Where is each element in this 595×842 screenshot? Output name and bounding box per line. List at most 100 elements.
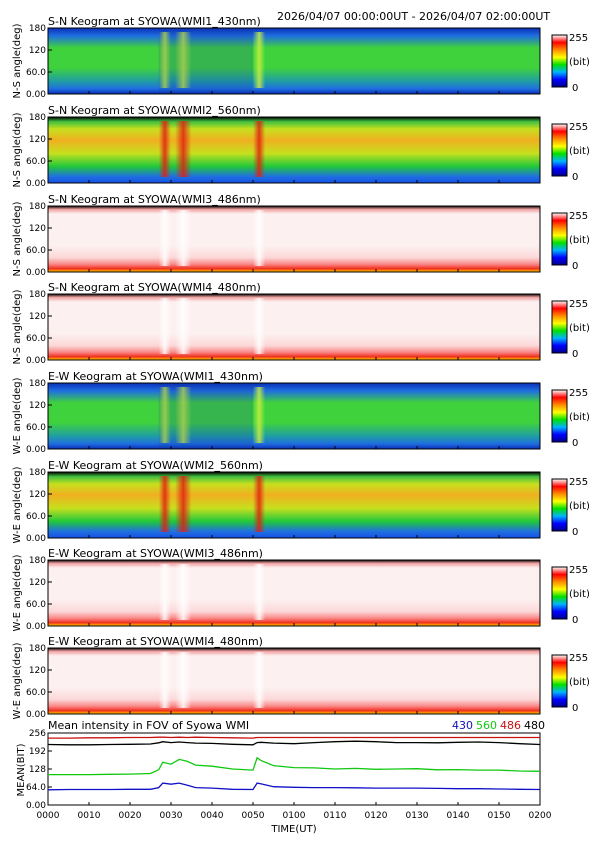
keogram-activity-streak xyxy=(175,210,192,266)
keogram-y-tick-label: 60.0 xyxy=(26,688,46,698)
keogram-y-tick-label: 120 xyxy=(29,312,46,322)
keogram-activity-streak xyxy=(158,32,171,88)
colorbar-scale xyxy=(551,566,568,620)
keogram-activity-streak xyxy=(253,387,266,443)
colorbar-min-label: 0 xyxy=(572,83,578,94)
keogram-panel-2: S-N Keogram at SYOWA(WMI2_560nm)180 120 60… xyxy=(12,104,541,189)
keogram-y-tick-label: 180 xyxy=(29,379,46,389)
keogram-y-tick-label: 0.00 xyxy=(26,710,46,720)
keogram-y-tick-label: 60.0 xyxy=(26,600,46,610)
keogram-y-tick-label: 60.0 xyxy=(26,157,46,167)
colorbar-scale xyxy=(551,34,568,88)
keogram-image xyxy=(48,472,540,538)
colorbar-unit-label: (bit) xyxy=(569,146,590,157)
mean-legend-480: 480 xyxy=(524,719,545,732)
colorbar-min-label: 0 xyxy=(572,349,578,360)
keogram-y-axis-label: W-E angle(deg) xyxy=(12,554,23,631)
colorbar-scale xyxy=(551,654,568,708)
time-tick-label: 0110 xyxy=(324,811,347,821)
colorbar-scale xyxy=(551,212,568,266)
colorbar-min-label: 0 xyxy=(572,172,578,183)
keogram-y-tick-label: 60.0 xyxy=(26,423,46,433)
keogram-activity-streak xyxy=(175,564,192,620)
keogram-activity-streak xyxy=(175,652,192,708)
keogram-y-axis-label: W-E angle(deg) xyxy=(12,642,23,719)
keogram-y-tick-label: 60.0 xyxy=(26,512,46,522)
colorbar-min-label: 0 xyxy=(572,438,578,449)
mean-y-tick-label: 128 xyxy=(29,765,46,775)
colorbar-min-label: 0 xyxy=(572,615,578,626)
colorbar-unit-label: (bit) xyxy=(569,412,590,423)
mean-series-lines xyxy=(47,736,541,791)
keogram-title: E-W Keogram at SYOWA(WMI2_560nm) xyxy=(48,459,263,472)
keogram-y-tick-label: 0.00 xyxy=(26,90,46,100)
mean-series-486 xyxy=(48,736,540,739)
keogram-y-axis-label: W-E angle(deg) xyxy=(12,466,23,543)
keogram-activity-streak xyxy=(158,387,171,443)
colorbar-max-label: 255 xyxy=(569,653,588,664)
keogram-panel-5: E-W Keogram at SYOWA(WMI1_430nm)180 120 60… xyxy=(12,370,541,455)
colorbar-min-label: 0 xyxy=(572,703,578,714)
mean-y-tick-label: 256 xyxy=(29,729,46,739)
keogram-activity-streak xyxy=(158,298,171,354)
time-tick-label: 0200 xyxy=(529,811,552,821)
keogram-title: S-N Keogram at SYOWA(WMI3_486nm) xyxy=(48,193,261,206)
colorbar-unit-label: (bit) xyxy=(569,235,590,246)
keogram-y-axis-label: N-S angle(deg) xyxy=(12,23,23,98)
keogram-activity-streak xyxy=(253,652,266,708)
keogram-activity-streak xyxy=(253,564,266,620)
keogram-activity-streak xyxy=(158,121,171,177)
keogram-y-tick-label: 120 xyxy=(29,224,46,234)
keogram-panel-6: E-W Keogram at SYOWA(WMI2_560nm)180 120 60… xyxy=(12,459,541,544)
colorbar-scale xyxy=(551,123,568,177)
keogram-activity-streak xyxy=(158,652,171,708)
keogram-y-axis-label: N-S angle(deg) xyxy=(12,112,23,187)
keogram-panels: S-N Keogram at SYOWA(WMI1_430nm)18012060… xyxy=(12,15,541,720)
time-tick-label: 0040 xyxy=(201,811,224,821)
mean-series-480 xyxy=(47,740,541,746)
keogram-shadow-band xyxy=(158,383,253,449)
colorbar-min-label: 0 xyxy=(572,261,578,272)
colorbar-max-label: 255 xyxy=(569,33,588,44)
colorbar-8: 255 (bit) 0 xyxy=(551,653,590,714)
mean-intensity-panel: Mean intensity in FOV of Syowa WMI 430 56… xyxy=(16,719,545,811)
mean-y-tick-label: 0.00 xyxy=(26,801,46,811)
keogram-y-tick-label: 180 xyxy=(29,24,46,34)
keogram-activity-streak xyxy=(253,476,266,532)
colorbar-scale xyxy=(551,478,568,532)
colorbar-max-label: 255 xyxy=(569,299,588,310)
mean-legend-560: 560 xyxy=(476,719,497,732)
time-tick-label: 0100 xyxy=(283,811,306,821)
colorbar-min-label: 0 xyxy=(572,527,578,538)
keogram-activity-streak xyxy=(158,564,171,620)
keogram-title: S-N Keogram at SYOWA(WMI2_560nm) xyxy=(48,104,261,117)
time-tick-label: 0000 xyxy=(37,811,60,821)
colorbar-scale xyxy=(551,389,568,443)
time-tick-label: 0010 xyxy=(78,811,101,821)
keogram-y-tick-label: 0.00 xyxy=(26,356,46,366)
mean-y-tick-label: 64.0 xyxy=(26,783,46,793)
mean-legend-486: 486 xyxy=(500,719,521,732)
colorbar-max-label: 255 xyxy=(569,565,588,576)
keogram-activity-streak xyxy=(253,298,266,354)
keogram-y-tick-label: 180 xyxy=(29,113,46,123)
mean-y-tick-label: 192 xyxy=(29,747,46,757)
keogram-activity-streak xyxy=(175,121,192,177)
colorbar-3: 255 (bit) 0 xyxy=(551,211,590,272)
colorbar-7: 255 (bit) 0 xyxy=(551,565,590,626)
keogram-y-axis-label: W-E angle(deg) xyxy=(12,377,23,454)
mean-y-axis-label: MEAN(BIT) xyxy=(16,743,27,796)
colorbar-unit-label: (bit) xyxy=(569,589,590,600)
keogram-panel-7: E-W Keogram at SYOWA(WMI3_486nm)180 120 60… xyxy=(12,547,541,632)
colorbar-max-label: 255 xyxy=(569,477,588,488)
keogram-image xyxy=(48,560,540,626)
keogram-y-tick-label: 180 xyxy=(29,556,46,566)
keogram-activity-streak xyxy=(175,298,192,354)
keogram-y-tick-label: 0.00 xyxy=(26,445,46,455)
colorbar-4: 255 (bit) 0 xyxy=(551,299,590,360)
keogram-y-axis-label: N-S angle(deg) xyxy=(12,289,23,364)
keogram-y-tick-label: 120 xyxy=(29,578,46,588)
time-tick-label: 0020 xyxy=(119,811,142,821)
colorbar-unit-label: (bit) xyxy=(569,323,590,334)
